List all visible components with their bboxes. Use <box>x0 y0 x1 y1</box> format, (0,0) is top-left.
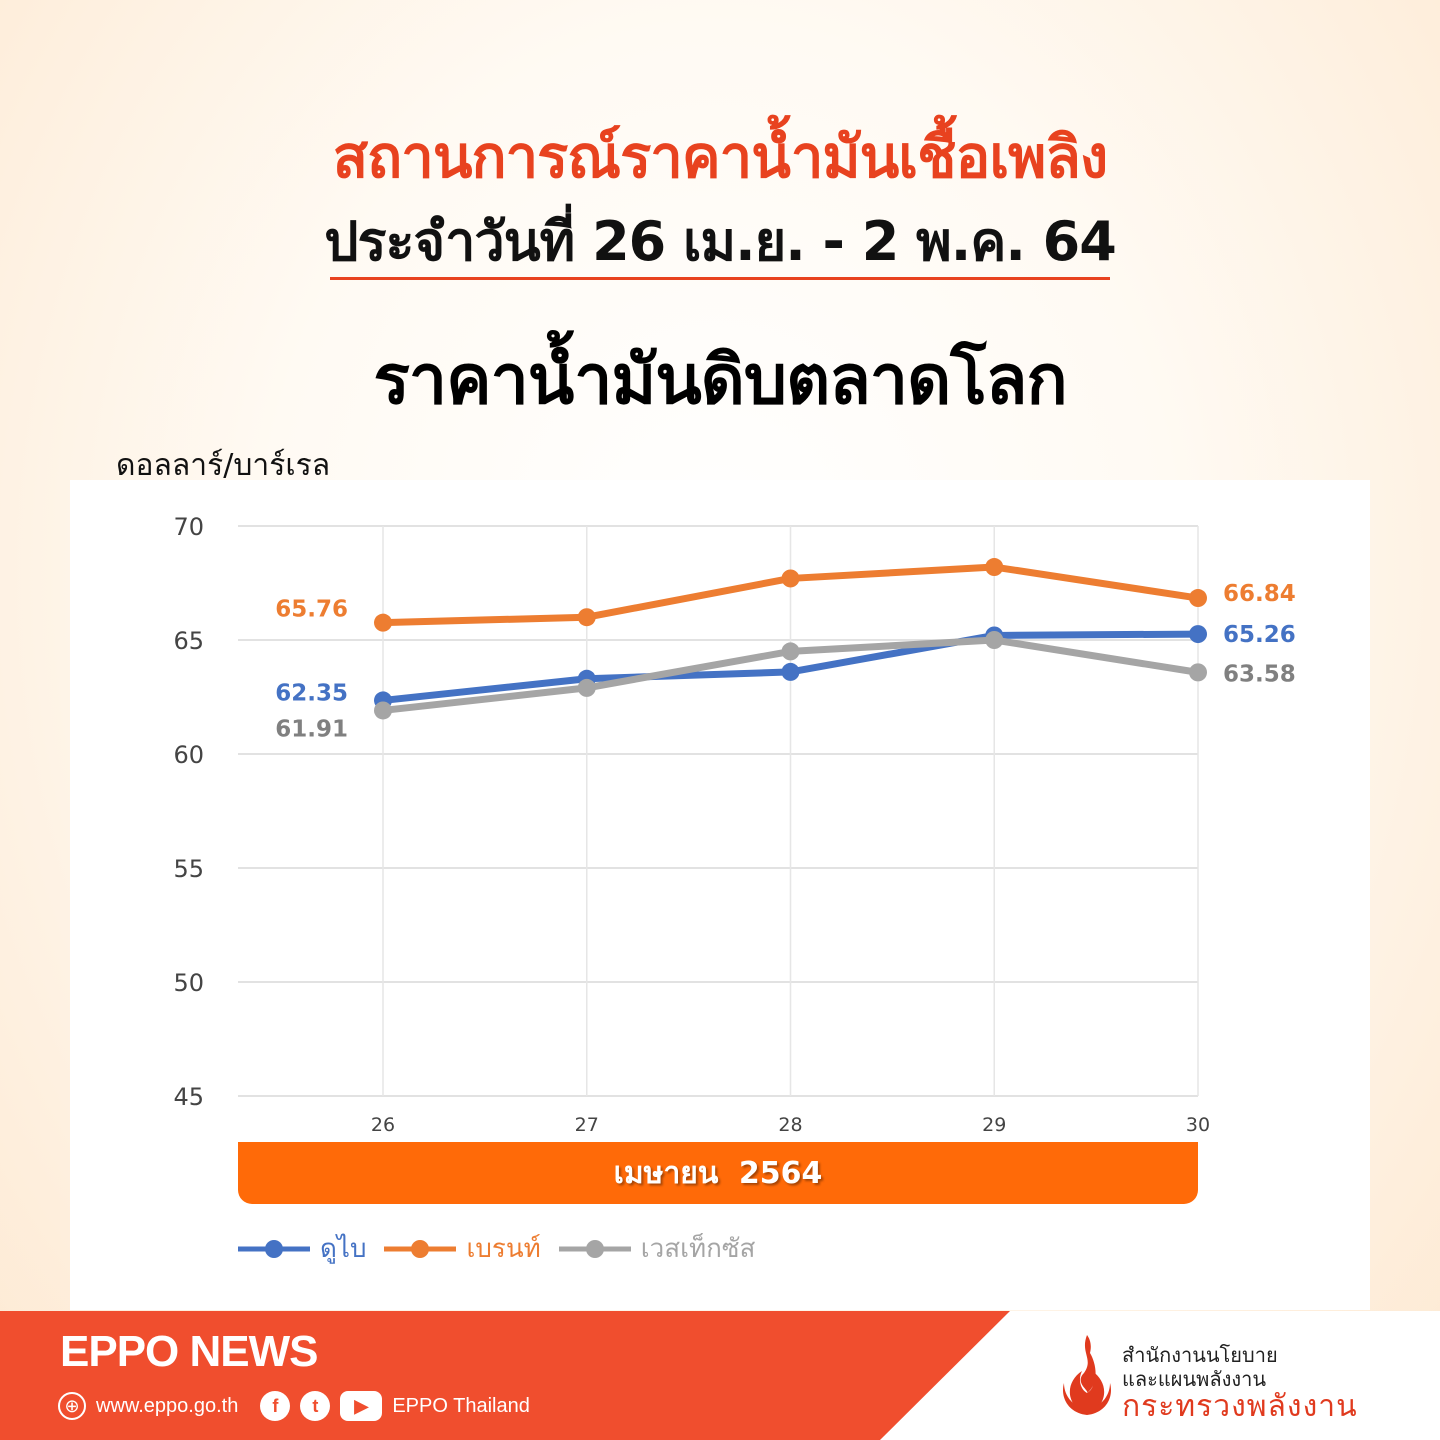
data-point[interactable] <box>1189 625 1207 644</box>
social-links: ⊕ www.eppo.go.th f t ▶ EPPO Thailand <box>58 1391 530 1421</box>
legend-item-dubai[interactable]: ดูไบ <box>238 1228 366 1269</box>
facebook-icon[interactable]: f <box>260 1391 291 1421</box>
date-range: ประจำวันที่ 26 เม.ย. - 2 พ.ค. 64 <box>324 210 1117 273</box>
ministry-name: กระทรวงพลังงาน <box>1122 1389 1358 1424</box>
data-point[interactable] <box>1189 663 1207 682</box>
legend-item-wti[interactable]: เวสเท็กซัส <box>558 1228 756 1269</box>
data-label: 61.91 <box>275 716 348 742</box>
title-divider <box>330 277 1110 280</box>
data-label: 65.76 <box>275 597 348 623</box>
data-point[interactable] <box>577 608 596 627</box>
data-label: 63.58 <box>1223 661 1296 687</box>
x-tick-label: 29 <box>982 1114 1006 1136</box>
data-label: 65.26 <box>1223 622 1296 648</box>
y-tick-label: 45 <box>173 1083 204 1111</box>
brent-line-icon <box>384 1239 457 1258</box>
dubai-line-icon <box>238 1239 310 1258</box>
y-tick-label: 70 <box>173 513 204 541</box>
y-axis-label: ดอลลาร์/บาร์เรล <box>116 448 331 483</box>
footer: EPPO NEWS ⊕ www.eppo.go.th f t ▶ EPPO Th… <box>0 1311 1440 1440</box>
legend: ดูไบ เบรนท์ เวสเท็กซัส <box>238 1228 755 1269</box>
data-point[interactable] <box>781 642 800 661</box>
x-tick-label: 28 <box>778 1114 802 1136</box>
flame-logo-icon <box>1062 1335 1112 1415</box>
org-name-line2: และแผนพลังงาน <box>1122 1367 1267 1391</box>
data-point[interactable] <box>1189 589 1207 608</box>
footer-banner <box>0 1311 1010 1440</box>
legend-label-wti: เวสเท็กซัส <box>640 1234 756 1264</box>
data-label: 62.35 <box>275 680 348 706</box>
y-tick-label: 50 <box>173 969 204 997</box>
y-tick-label: 65 <box>173 627 204 655</box>
youtube-icon[interactable]: ▶ <box>340 1391 383 1421</box>
legend-label-dubai: ดูไบ <box>320 1234 367 1264</box>
legend-item-brent[interactable]: เบรนท์ <box>384 1228 541 1269</box>
data-point[interactable] <box>577 678 596 697</box>
legend-label-brent: เบรนท์ <box>466 1234 541 1264</box>
x-tick-label: 26 <box>371 1114 395 1136</box>
twitter-icon[interactable]: t <box>300 1391 331 1421</box>
globe-icon: ⊕ <box>58 1392 86 1420</box>
wti-line-icon <box>558 1239 631 1258</box>
data-label: 66.84 <box>1223 581 1296 607</box>
month-bar: เมษายน 2564 <box>238 1142 1198 1204</box>
social-name: EPPO Thailand <box>392 1394 530 1417</box>
org-name-line1: สำนักงานนโยบาย <box>1122 1343 1278 1367</box>
data-point[interactable] <box>374 701 392 720</box>
y-tick-label: 55 <box>173 855 204 883</box>
x-tick-label: 30 <box>1186 1114 1210 1136</box>
y-tick-label: 60 <box>173 741 204 769</box>
website-link[interactable]: www.eppo.go.th <box>96 1394 239 1417</box>
headline-title: สถานการณ์ราคาน้ำมันเชื้อเพลิง <box>332 123 1109 191</box>
data-point[interactable] <box>374 613 392 632</box>
data-point[interactable] <box>781 662 800 681</box>
data-point[interactable] <box>985 631 1004 649</box>
data-point[interactable] <box>985 558 1004 577</box>
x-tick-label: 27 <box>575 1114 599 1136</box>
data-point[interactable] <box>781 569 800 588</box>
brand-name: EPPO NEWS <box>60 1327 318 1376</box>
chart-title: ราคาน้ำมันดิบตลาดโลก <box>373 341 1067 420</box>
